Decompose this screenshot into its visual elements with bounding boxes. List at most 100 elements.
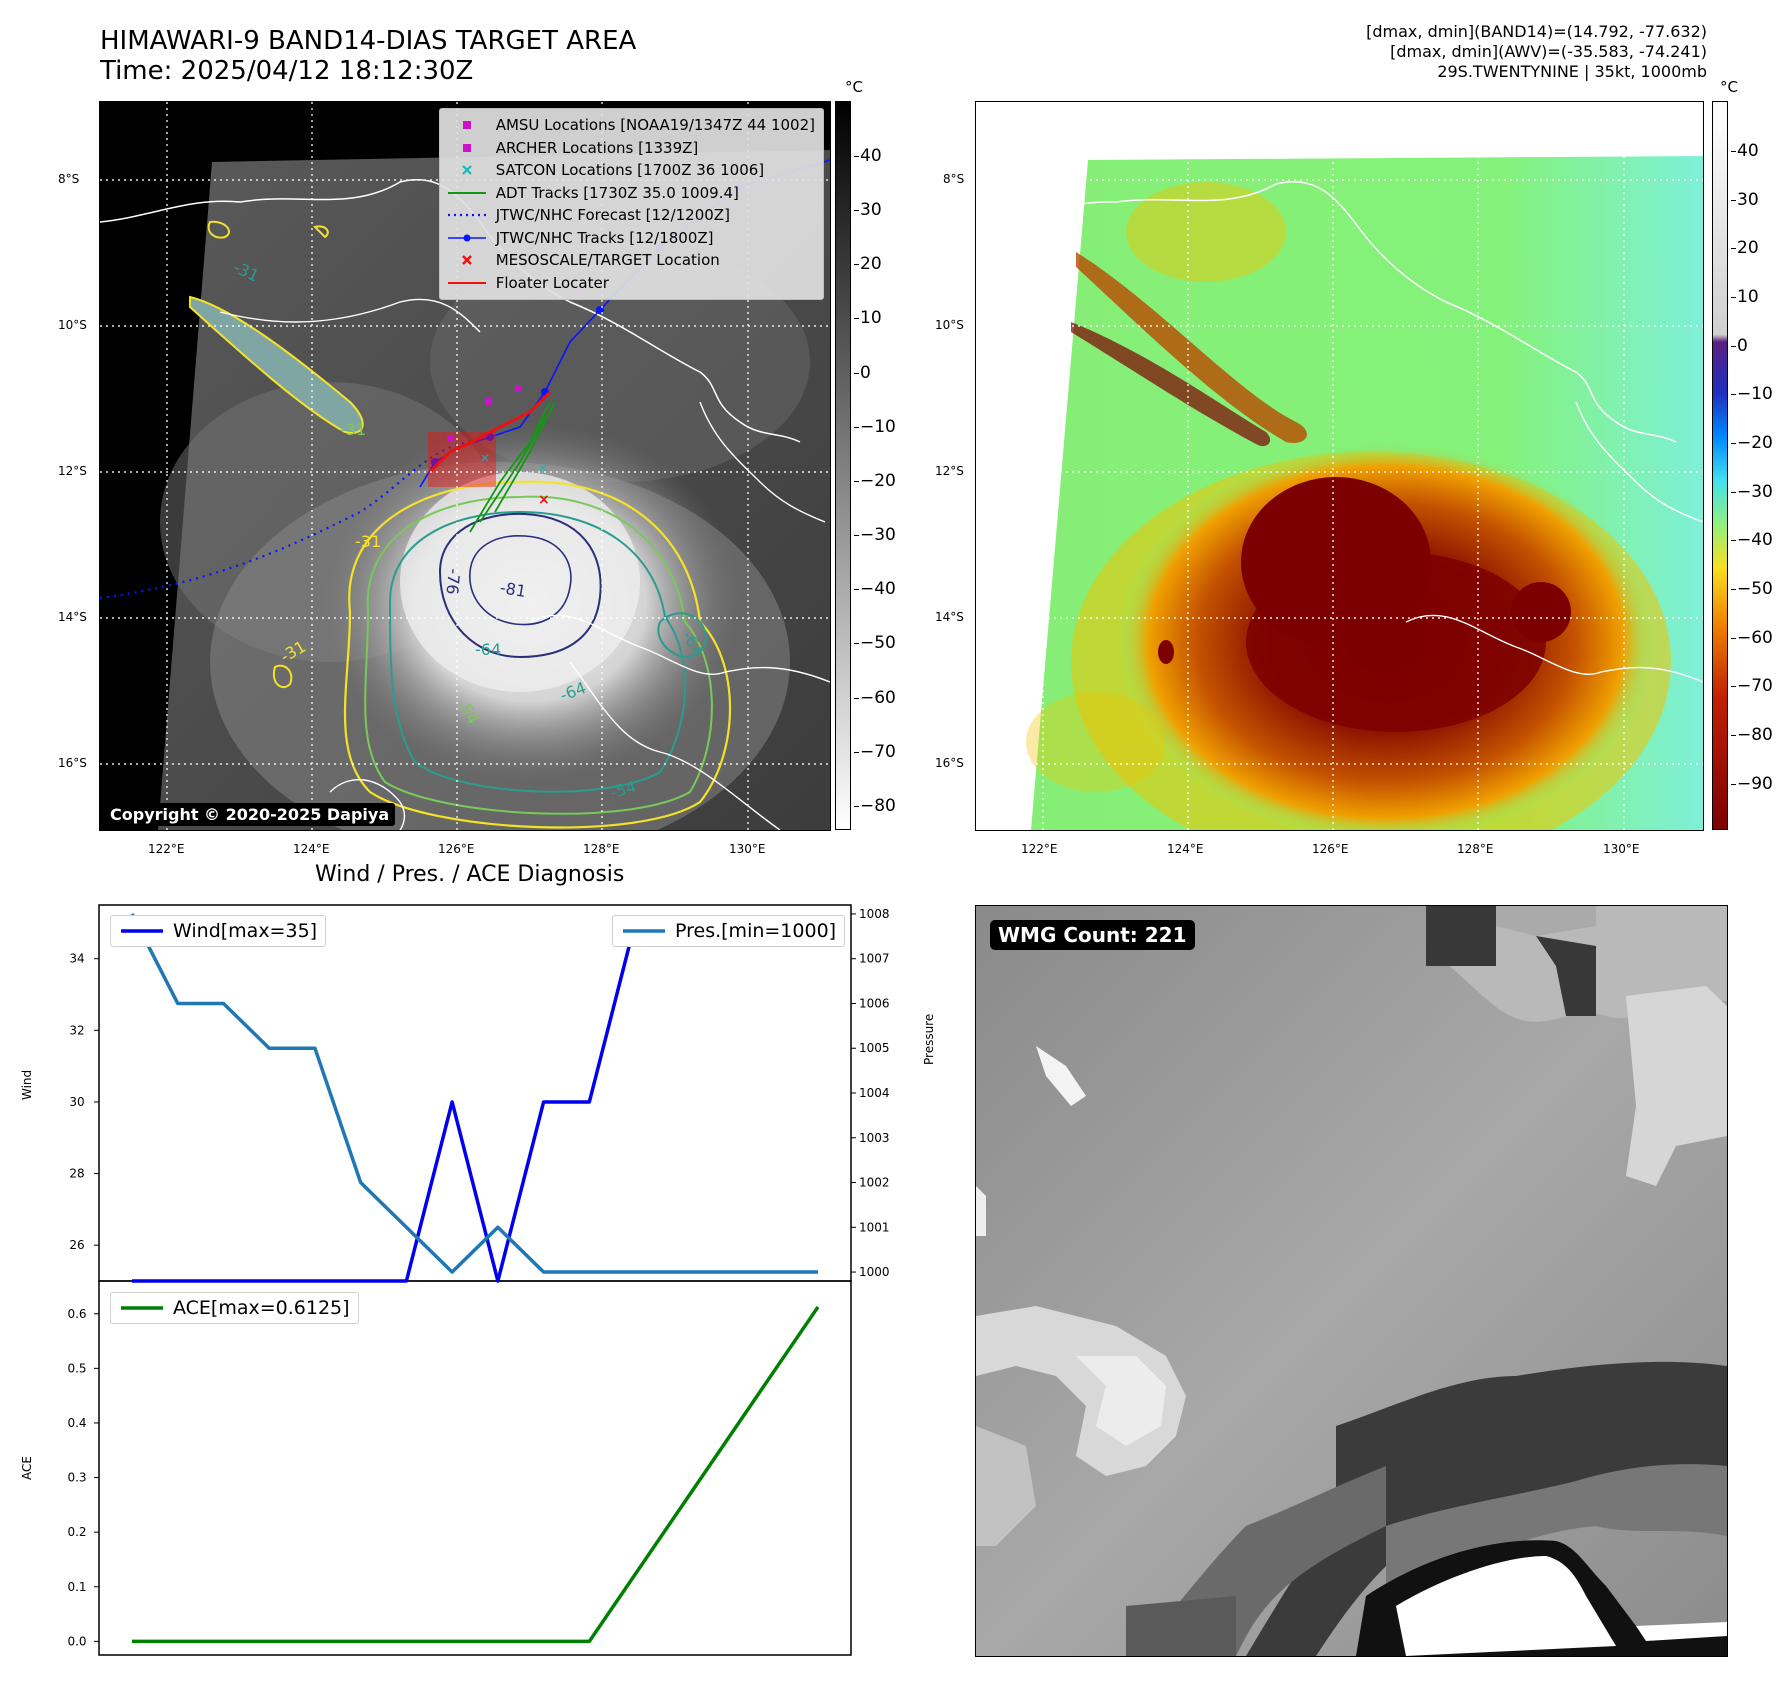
colorbar-tick-mark <box>1731 588 1736 590</box>
colorbar-tick-mark <box>854 318 859 320</box>
colorbar-tick-mark <box>854 805 859 807</box>
awv-lon-label: 128°E <box>1457 842 1494 856</box>
colorbar-tick-mark <box>854 264 859 266</box>
info-storm-summary: 29S.TWENTYNINE | 35kt, 1000mb <box>1437 62 1707 81</box>
colorbar-tick-mark <box>854 156 859 157</box>
colorbar-tick-mark <box>1731 248 1736 250</box>
pressure-tick-label: 1000 <box>859 1265 890 1279</box>
awv-map-panel <box>975 101 1704 831</box>
legend-entry-amsu: AMSU Locations [NOAA19/1347Z 44 1002] <box>446 114 815 137</box>
legend-entry-forecast: JTWC/NHC Forecast [12/1200Z] <box>446 204 815 227</box>
wmg-count-badge: WMG Count: 221 <box>990 920 1195 950</box>
legend-entry-target: MESOSCALE/TARGET Location <box>446 249 815 272</box>
pressure-series-line <box>130 913 818 1274</box>
legend-label: ARCHER Locations [1339Z] <box>495 138 699 157</box>
pressure-legend: Pres.[min=1000] <box>612 915 846 947</box>
line-marker-icon <box>447 191 486 194</box>
pressure-tick-label: 1006 <box>859 996 890 1010</box>
ace-tick-label: 0.4 <box>67 1416 86 1430</box>
wind-tick-label: 30 <box>69 1095 84 1109</box>
legend-label: SATCON Locations [1700Z 36 1006] <box>495 161 765 179</box>
legend-entry-satcon: SATCON Locations [1700Z 36 1006] <box>446 159 815 182</box>
ir-lon-label: 126°E <box>438 842 475 856</box>
ir-map-legend: AMSU Locations [NOAA19/1347Z 44 1002] AR… <box>438 108 824 300</box>
contour-label: -64 <box>475 640 502 659</box>
colorbar-tick-label: −10 <box>1737 384 1773 405</box>
ace-tick-label: 0.5 <box>67 1361 86 1375</box>
colorbar-tick-mark <box>1731 151 1736 152</box>
svg-text:×: × <box>538 461 548 475</box>
colorbar-tick-mark <box>1731 296 1736 298</box>
legend-label: ADT Tracks [1730Z 35.0 1009.4] <box>495 183 739 202</box>
colorbar-tick-mark <box>1731 442 1736 444</box>
legend-label: JTWC/NHC Forecast [12/1200Z] <box>495 206 730 224</box>
wmg-panel: WMG Count: 221 <box>975 905 1728 1657</box>
colorbar-tick-label: −10 <box>860 416 896 437</box>
colorbar-tick-label: −30 <box>1737 481 1773 502</box>
awv-lon-label: 126°E <box>1312 842 1349 856</box>
square-marker-icon <box>462 121 471 130</box>
ir-lon-label: 122°E <box>148 842 185 856</box>
wind-legend-line-icon <box>121 929 163 933</box>
wind-axis-label: Wind <box>20 1069 34 1100</box>
contour-label: -31 <box>355 532 382 551</box>
x-marker-icon <box>461 255 472 266</box>
wmg-image <box>976 906 1727 1656</box>
colorbar-tick-label: 10 <box>1737 286 1759 307</box>
ir-lat-label: 16°S <box>58 756 87 770</box>
ace-tick-label: 0.6 <box>67 1307 86 1321</box>
colorbar-tick-mark <box>1731 686 1736 688</box>
colorbar-tick-mark <box>854 210 859 212</box>
colorbar-tick-label: −30 <box>860 525 896 546</box>
colorbar-tick-label: 40 <box>860 146 882 166</box>
x-marker-icon <box>461 165 472 176</box>
colorbar-tick-mark <box>1731 734 1736 736</box>
awv-map-image <box>976 102 1703 830</box>
colorbar-tick-label: 30 <box>860 200 882 221</box>
colorbar-tick-label: −60 <box>1737 627 1773 648</box>
ace-tick-label: 0.1 <box>67 1580 86 1594</box>
colorbar-tick-label: 10 <box>860 308 882 329</box>
pressure-legend-label: Pres.[min=1000] <box>675 920 837 942</box>
awv-lat-label: 14°S <box>935 610 964 624</box>
colorbar-tick-label: −80 <box>1737 724 1773 745</box>
legend-label: Floater Locater <box>495 273 609 292</box>
ace-tick-label: 0.0 <box>67 1634 86 1648</box>
diag-title: Wind / Pres. / ACE Diagnosis <box>315 862 625 887</box>
colorbar-tick-mark <box>1731 199 1736 201</box>
colorbar-tick-mark <box>1731 783 1736 785</box>
ace-legend-line-icon <box>121 1306 163 1310</box>
ace-tick-label: 0.2 <box>67 1525 86 1539</box>
legend-label: MESOSCALE/TARGET Location <box>495 251 720 269</box>
legend-entry-floater: Floater Locater <box>446 272 815 295</box>
colorbar-tick-label: 0 <box>1737 335 1748 356</box>
colorbar-tick-label: 0 <box>860 362 871 383</box>
colorbar-tick-mark <box>854 535 859 537</box>
colorbar-tick-label: −50 <box>860 633 896 654</box>
colorbar-tick-mark <box>854 643 859 645</box>
square-marker-icon <box>462 143 471 152</box>
pressure-tick-label: 1001 <box>859 1220 890 1234</box>
info-band14-range: [dmax, dmin](BAND14)=(14.792, -77.632) <box>1366 22 1707 41</box>
colorbar-tick-mark <box>854 372 859 374</box>
ir-lat-label: 10°S <box>58 318 87 332</box>
ir-colorbar-unit: °C <box>845 78 863 96</box>
colorbar-tick-label: 20 <box>1737 238 1759 259</box>
ace-legend: ACE[max=0.6125] <box>110 1292 359 1324</box>
pressure-axis-label: Pressure <box>922 1013 936 1065</box>
colorbar-tick-label: −40 <box>1737 530 1773 551</box>
ace-tick-label: 0.3 <box>67 1471 86 1485</box>
copyright-label: Copyright © 2020-2025 Dapiya <box>104 803 396 826</box>
chart-subtitle-time: Time: 2025/04/12 18:12:30Z <box>100 56 474 86</box>
awv-lat-label: 12°S <box>935 464 964 478</box>
colorbar-tick-label: −50 <box>1737 578 1773 599</box>
colorbar-tick-mark <box>1731 491 1736 493</box>
pressure-tick-label: 1008 <box>859 907 890 921</box>
awv-colorbar-unit: °C <box>1720 78 1738 96</box>
ace-series-line <box>132 1305 820 1644</box>
awv-colorbar <box>1712 101 1728 830</box>
info-awv-range: [dmax, dmin](AWV)=(-35.583, -74.241) <box>1390 42 1707 61</box>
colorbar-tick-label: −90 <box>1737 773 1773 794</box>
contour-label: -76 <box>442 567 464 596</box>
ace-legend-label: ACE[max=0.6125] <box>173 1297 350 1319</box>
